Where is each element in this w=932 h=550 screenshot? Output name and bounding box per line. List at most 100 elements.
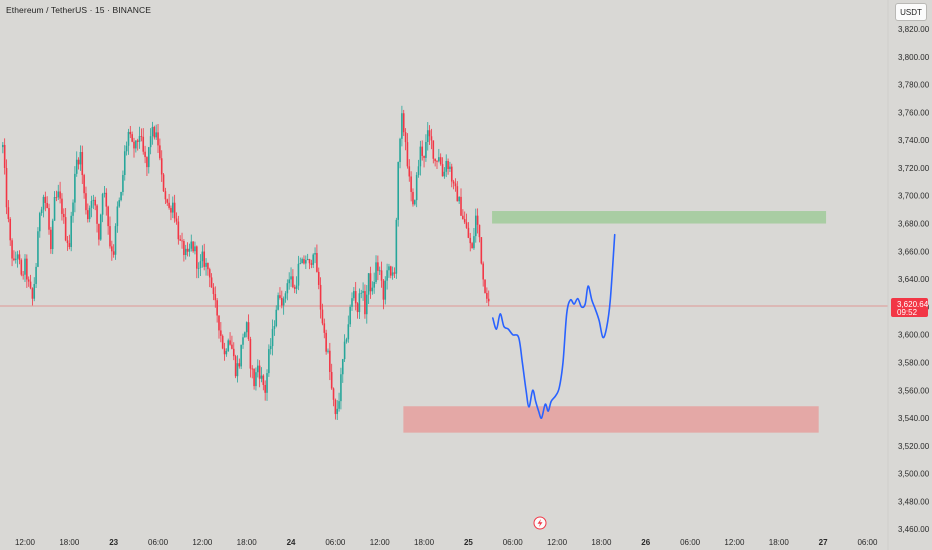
candle-body [172,202,174,213]
candle-body [236,363,239,377]
candle-body [135,140,137,149]
badge-price: 3,620.64 [897,300,929,309]
candle-body [129,131,132,135]
candle-body [463,219,466,223]
candle-body [118,200,121,207]
candle-body [144,151,146,158]
candle-body [377,262,379,271]
time-tick-label: 06:00 [325,538,346,547]
lightning-icon[interactable] [533,516,547,530]
candle-body [447,160,449,169]
price-tick-label: 3,800.00 [898,53,930,62]
currency-button[interactable]: USDT [895,3,927,21]
candle-body [380,270,383,281]
candle-body [51,220,54,250]
candle-body [458,196,460,202]
time-axis[interactable]: 12:00 18:00 23 06:00 12:00 18:00 24 06:00 12:00 1… [15,538,878,547]
candle-body [7,207,10,219]
candle-body [201,251,204,262]
candle-body [155,132,157,138]
candle-body [341,359,344,375]
candle-body [480,237,483,264]
candle-body [367,273,370,295]
candle-body [88,207,91,220]
candle-body [170,207,172,213]
candle-body [487,298,490,302]
candle-body [90,201,93,208]
candle-body [415,175,418,201]
time-tick-label: 06:00 [857,538,878,547]
candle-body [439,157,442,165]
candle-body [44,196,47,203]
candle-body [334,399,337,415]
candle-body [64,217,67,241]
candle-body [70,215,72,248]
price-tick-label: 3,740.00 [898,136,930,145]
candle-body [87,210,89,220]
candle-body [57,191,60,198]
candle-body [256,365,259,373]
candle-body [482,263,484,280]
candle-body [103,192,106,195]
price-tick-label: 3,760.00 [898,108,930,117]
price-tick-label: 3,520.00 [898,442,930,451]
candle-body [484,279,486,293]
candle-body [284,293,287,299]
candle-body [46,202,48,209]
candle-body [62,213,65,218]
candle-body [238,363,241,367]
time-tick-label: 06:00 [680,538,701,547]
candle-body [123,151,126,175]
time-tick-label: 18:00 [591,538,612,547]
candle-body [146,157,148,168]
symbol-title[interactable]: Ethereum / TetherUS · 15 · BINANCE [6,5,151,15]
candle-body [399,138,401,163]
projection-layer [491,233,616,420]
candle-body [390,266,392,276]
candle-body [421,146,424,156]
candle-body [164,191,167,200]
candle-body [120,191,122,201]
candle-body [5,168,8,208]
candle-body [471,243,473,249]
candle-body [323,323,326,333]
candle-body [42,196,45,210]
candle-body [364,291,366,315]
candle-body [205,262,207,267]
candle-body [293,287,296,289]
price-axis[interactable]: 3,820.00 3,800.00 3,780.00 3,760.00 3,740.00… [898,25,930,534]
candle-body [449,166,451,169]
candle-body [428,130,431,137]
candle-body [153,126,156,138]
candle-body [404,132,407,143]
price-tick-label: 3,460.00 [898,525,930,534]
candle-body [391,272,394,276]
candle-body [356,303,359,313]
candle-body [319,284,322,310]
candle-body [26,258,28,280]
candle-body [290,276,292,280]
candle-body [362,291,364,293]
candle-body [478,224,481,238]
candles-layer [2,105,490,420]
candle-body [340,374,342,402]
candle-body [223,348,226,355]
candle-body [353,291,355,299]
candle-body [325,332,327,352]
candle-body [242,337,244,345]
candle-body [486,292,488,299]
candle-body [260,375,263,379]
candle-body [414,200,416,205]
candle-body [299,263,302,265]
candle-body [107,206,109,227]
candle-body [147,147,150,168]
candle-body [127,131,130,146]
candle-body [269,346,272,350]
candle-body [373,282,375,288]
candle-body [474,215,477,237]
candle-body [358,293,361,313]
candle-body [445,160,448,172]
candle-body [434,158,436,162]
